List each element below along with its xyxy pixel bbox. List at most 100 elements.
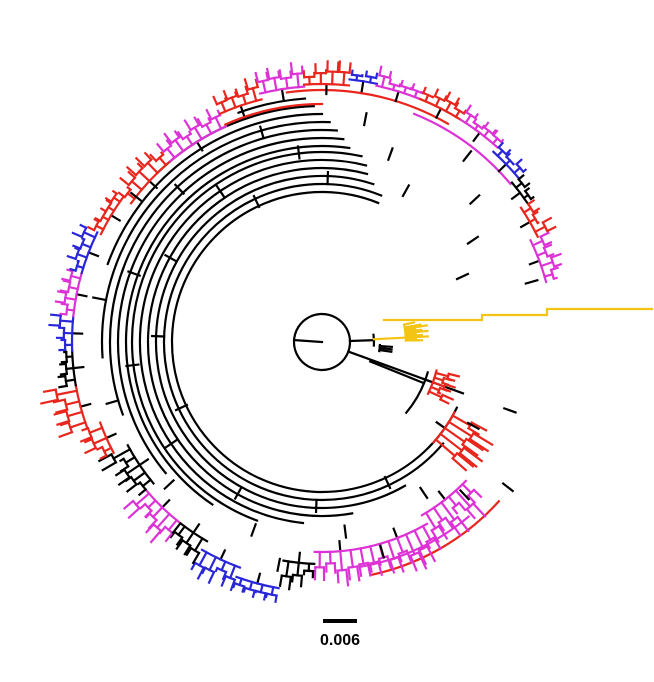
- branch-430: [207, 117, 213, 124]
- branch-273: [104, 432, 117, 440]
- branch-119: [413, 529, 425, 550]
- branch-511: [399, 79, 404, 88]
- branch-61: [427, 390, 443, 399]
- branch-86: [451, 456, 468, 472]
- branch-373: [86, 225, 96, 232]
- branch-223: [183, 544, 192, 556]
- branch-395: [119, 176, 131, 187]
- branch-449: [251, 86, 258, 103]
- branch-335: [65, 308, 76, 312]
- branch-557: [497, 141, 505, 149]
- branch-421: [176, 130, 185, 141]
- branch-384: [109, 192, 119, 204]
- branch-225: [176, 524, 187, 537]
- branch-267: [119, 464, 130, 473]
- branch-619: [250, 522, 258, 537]
- branch-287: [79, 402, 92, 409]
- branch-419: [185, 134, 194, 147]
- branch-210: [201, 566, 207, 575]
- branch-227: [175, 535, 184, 546]
- branch-141: [376, 560, 384, 577]
- branch-291: [58, 430, 74, 439]
- branch-139: [368, 545, 376, 564]
- branch-368: [79, 223, 88, 230]
- branch-253: [141, 478, 153, 488]
- branch-460: [267, 75, 281, 81]
- branch-180: [235, 575, 280, 590]
- branch-282: [83, 437, 94, 444]
- branch-553: [497, 162, 508, 173]
- branch-156: [336, 569, 340, 584]
- branch-446: [236, 92, 250, 99]
- branch-340: [63, 291, 68, 305]
- branch-414: [165, 138, 173, 148]
- branch-182: [265, 592, 278, 597]
- branch-55: [443, 382, 457, 389]
- branch-269: [112, 447, 132, 460]
- branch-411: [165, 147, 177, 160]
- branch-256: [136, 481, 142, 486]
- branch-64: [438, 398, 450, 405]
- branch-569: [514, 181, 524, 190]
- branch-345: [59, 289, 70, 294]
- branch-403: [134, 156, 146, 168]
- branch-10: [404, 328, 423, 333]
- branch-534: [462, 109, 468, 115]
- branch-176: [280, 574, 293, 579]
- branch-87: [437, 490, 447, 502]
- branch-181: [270, 585, 275, 596]
- branch-239: [151, 505, 164, 519]
- branch-597: [535, 250, 548, 257]
- branch-131: [386, 539, 396, 561]
- branch-462: [277, 70, 281, 79]
- branch-304: [42, 388, 58, 394]
- branch-272: [97, 452, 113, 463]
- branch-463: [284, 76, 289, 90]
- branch-118: [425, 540, 432, 550]
- branch-357: [75, 252, 89, 259]
- branch-159: [333, 562, 337, 574]
- branch-220: [185, 546, 193, 557]
- branch-613: [418, 486, 429, 500]
- branch-377: [94, 216, 102, 223]
- branch-219: [191, 551, 201, 565]
- branch-305: [72, 365, 85, 370]
- branch-209: [207, 570, 216, 585]
- branch-33: [106, 112, 324, 266]
- branch-408: [159, 151, 165, 157]
- branch-41: [412, 112, 512, 186]
- branch-552: [499, 138, 505, 144]
- branch-338: [60, 302, 69, 306]
- branch-310: [57, 374, 67, 379]
- branch-302: [54, 388, 60, 402]
- branch-297: [64, 400, 81, 406]
- branch-451: [243, 78, 250, 91]
- branch-275: [102, 446, 113, 453]
- branch-496: [364, 74, 378, 80]
- branch-134: [388, 558, 396, 574]
- branch-331: [48, 323, 62, 327]
- branch-392: [126, 185, 133, 192]
- branch-308: [63, 374, 68, 388]
- branch-507: [388, 78, 392, 85]
- branch-609: [502, 406, 517, 414]
- branch-439: [212, 95, 219, 106]
- branch-83: [434, 438, 457, 458]
- branch-636: [296, 145, 301, 160]
- branch-241: [147, 518, 159, 530]
- branch-386: [111, 189, 119, 196]
- branch-591: [528, 259, 541, 266]
- branch-581: [526, 198, 536, 206]
- branch-78: [460, 442, 479, 457]
- branch-243: [146, 499, 157, 510]
- branch-149: [349, 548, 355, 569]
- branch-551: [491, 129, 499, 137]
- branch-515: [410, 82, 416, 91]
- branch-0: [292, 312, 352, 372]
- branch-88: [420, 479, 468, 517]
- branch-604: [552, 262, 563, 268]
- branch-312: [64, 362, 69, 376]
- branch-196: [232, 581, 237, 589]
- branch-47: [447, 372, 461, 378]
- branch-466: [289, 70, 293, 79]
